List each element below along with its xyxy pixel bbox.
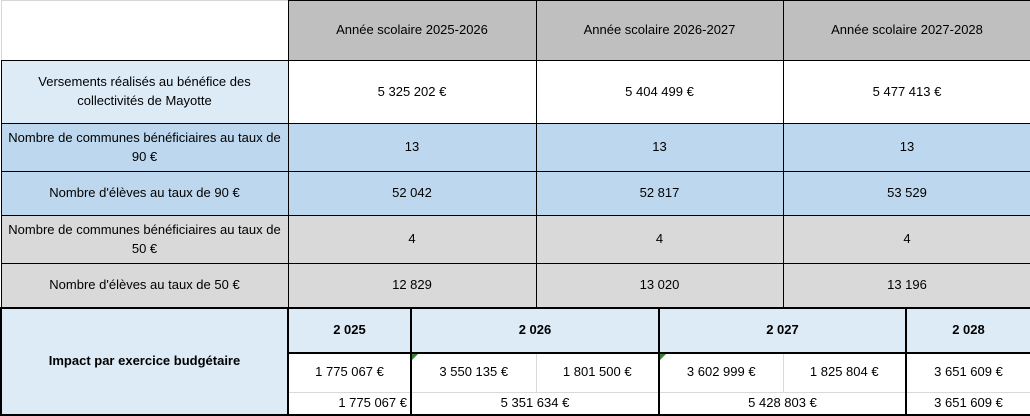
impact-value-cell[interactable]: 1 825 804 € xyxy=(783,352,907,393)
impact-value-cell[interactable]: 1 775 067 € xyxy=(287,352,412,393)
value-cell[interactable]: 4 xyxy=(287,215,537,264)
impact-year-cell[interactable]: 2 027 xyxy=(658,306,907,354)
value-cell[interactable]: 5 325 202 € xyxy=(287,60,537,124)
impact-total-cell[interactable]: 5 428 803 € xyxy=(659,392,907,416)
value-cell[interactable]: 13 196 xyxy=(782,263,1030,308)
year-header-cell[interactable]: Année scolaire 2027-2028 xyxy=(782,0,1030,61)
year-header-cell[interactable]: Année scolaire 2026-2027 xyxy=(535,0,784,61)
impact-subheader-row: Impact par exercice budgétaire 2 025 2 0… xyxy=(0,306,1030,416)
impact-value-cell[interactable]: 1 801 500 € xyxy=(536,352,660,393)
impact-total-cell[interactable]: 3 651 609 € xyxy=(906,392,1030,416)
table-row: Nombre d'élèves au taux de 90 € 52 042 5… xyxy=(0,171,1030,216)
year-header-cell[interactable]: Année scolaire 2025-2026 xyxy=(287,0,537,61)
table-row: Nombre de communes bénéficiaires au taux… xyxy=(0,215,1030,264)
table-row: Versements réalisés au bénéfice des coll… xyxy=(0,60,1030,124)
impact-value-cell[interactable]: 3 602 999 € xyxy=(659,352,784,393)
value-cell[interactable]: 12 829 xyxy=(287,263,537,308)
value-cell[interactable]: 4 xyxy=(782,215,1030,264)
cell-error-indicator-icon xyxy=(660,353,666,360)
impact-value-cell[interactable]: 3 651 609 € xyxy=(906,352,1030,393)
header-row: Année scolaire 2025-2026 Année scolaire … xyxy=(0,0,1030,61)
cell-error-indicator-icon xyxy=(413,353,418,360)
impact-totals-row: 1 775 067 € 5 351 634 € 5 428 803 € 3 65… xyxy=(1,392,1030,416)
value-cell[interactable]: 52 042 xyxy=(287,171,537,216)
corner-empty-cell[interactable] xyxy=(0,0,289,61)
impact-value-text: 3 602 999 € xyxy=(686,364,756,380)
row-label-cell[interactable]: Nombre de communes bénéficiaires au taux… xyxy=(0,123,289,172)
row-label-cell[interactable]: Nombre de communes bénéficiaires au taux… xyxy=(0,215,289,264)
impact-label-cell[interactable]: Impact par exercice budgétaire xyxy=(0,306,289,416)
table-row: Nombre d'élèves au taux de 50 € 12 829 1… xyxy=(0,263,1030,308)
impact-year-cell[interactable]: 2 026 xyxy=(410,306,660,354)
value-cell[interactable]: 13 xyxy=(287,123,537,172)
value-cell[interactable]: 53 529 xyxy=(782,171,1030,216)
table-row: Nombre de communes bénéficiaires au taux… xyxy=(0,123,1030,172)
impact-total-cell[interactable]: 5 351 634 € xyxy=(411,392,660,416)
impact-value-text: 3 550 135 € xyxy=(439,364,509,380)
row-label-cell[interactable]: Nombre d'élèves au taux de 90 € xyxy=(0,171,289,216)
value-cell[interactable]: 5 404 499 € xyxy=(535,60,784,124)
row-label-cell[interactable]: Nombre d'élèves au taux de 50 € xyxy=(0,263,289,308)
value-cell[interactable]: 52 817 xyxy=(535,171,784,216)
impact-value-cell[interactable]: 3 550 135 € xyxy=(410,352,537,393)
value-cell[interactable]: 5 477 413 € xyxy=(782,60,1030,124)
impact-values-row: 1 775 067 € 3 550 135 € 1 801 500 € 3 60… xyxy=(1,352,1030,393)
impact-year-cell[interactable]: 2 028 xyxy=(905,306,1030,354)
impact-total-cell[interactable]: 1 775 067 € xyxy=(287,392,412,416)
impact-year-cell[interactable]: 2 025 xyxy=(287,306,412,354)
value-cell[interactable]: 4 xyxy=(535,215,784,264)
row-label-cell[interactable]: Versements réalisés au bénéfice des coll… xyxy=(0,60,289,124)
value-cell[interactable]: 13 xyxy=(782,123,1030,172)
value-cell[interactable]: 13 020 xyxy=(535,263,784,308)
value-cell[interactable]: 13 xyxy=(535,123,784,172)
